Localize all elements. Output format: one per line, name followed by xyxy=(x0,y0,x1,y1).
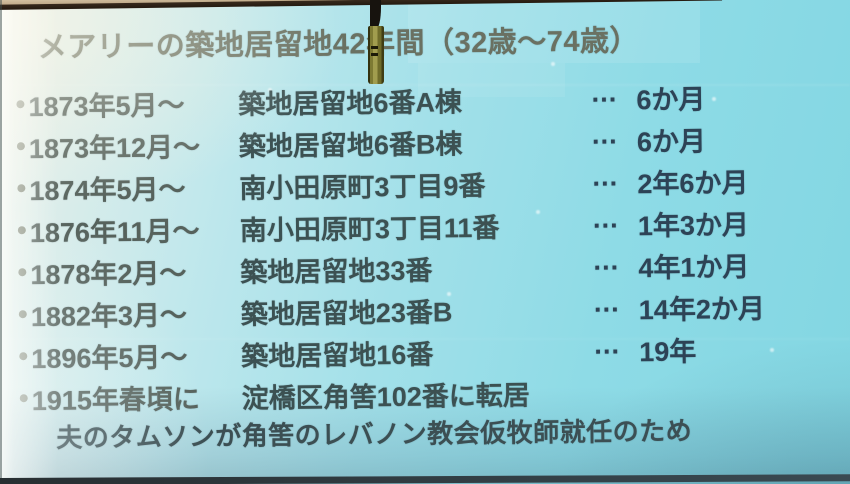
row-date: 1876年11月〜 xyxy=(29,215,200,248)
row-duration: 4年1か月 xyxy=(638,251,750,283)
row-place: 南小田原町3丁目11番 xyxy=(239,212,500,246)
row-duration: 19年 xyxy=(639,336,697,367)
row-duration: 6か月 xyxy=(636,125,707,157)
row-duration xyxy=(640,389,850,391)
row-duration: 1年3か月 xyxy=(637,209,750,241)
ellipsis-leader: … xyxy=(591,202,619,234)
row-date: 1915年春頃に xyxy=(31,383,201,416)
slide-title: メアリーの築地居留地42年間（32歳〜74歳） xyxy=(37,25,640,65)
bullet-icon xyxy=(19,394,28,403)
row-date: 1896年5月〜 xyxy=(31,341,188,374)
bullet-icon xyxy=(19,352,28,361)
row-place: 築地居留地6番B棟 xyxy=(238,128,463,162)
pointer-clip-mark xyxy=(371,53,378,56)
pointer-clip-mark xyxy=(371,46,378,49)
ellipsis-leader: … xyxy=(590,118,618,150)
row-duration: 14年2か月 xyxy=(638,293,766,325)
row-date: 1873年12月〜 xyxy=(28,131,201,164)
row-place: 築地居留地16番 xyxy=(241,339,434,372)
row-place: 築地居留地23番B xyxy=(240,296,453,330)
row-date: 1882年3月〜 xyxy=(30,299,188,332)
bullet-icon xyxy=(17,226,26,235)
pointer-stick-icon xyxy=(366,0,386,88)
pointer-tip xyxy=(370,0,381,29)
slide-footnote: 夫のタムソンが角筈のレバノン教会仮牧師就任のため xyxy=(56,415,693,453)
bullet-icon xyxy=(18,310,27,319)
bullet-icon xyxy=(16,142,25,151)
row-place: 築地居留地6番A棟 xyxy=(238,86,463,120)
ellipsis-leader: … xyxy=(592,244,620,276)
row-date: 1874年5月〜 xyxy=(29,173,186,206)
row-date: 1873年5月〜 xyxy=(28,89,185,122)
residence-rows: 1873年5月〜 築地居留地6番A棟 … 6か月 1873年12月〜 築地居留地… xyxy=(0,74,850,420)
ellipsis-leader: … xyxy=(591,160,619,192)
ellipsis-leader: … xyxy=(592,286,620,318)
row-place: 築地居留地33番 xyxy=(240,255,433,288)
residence-row: 1915年春頃に 淀橋区角筈102番に転居 xyxy=(2,368,850,420)
ellipsis-leader: … xyxy=(590,76,618,108)
bullet-icon xyxy=(16,100,25,109)
row-duration: 2年6か月 xyxy=(637,167,749,199)
ellipsis-leader: … xyxy=(593,328,621,360)
row-place: 淀橋区角筈102番に転居 xyxy=(241,379,530,414)
screen-edge-left xyxy=(0,0,2,484)
bullet-icon xyxy=(17,184,26,193)
row-duration: 6か月 xyxy=(636,83,706,115)
row-date: 1878年2月〜 xyxy=(30,257,187,290)
row-place: 南小田原町3丁目9番 xyxy=(239,170,486,204)
bullet-icon xyxy=(18,268,27,277)
